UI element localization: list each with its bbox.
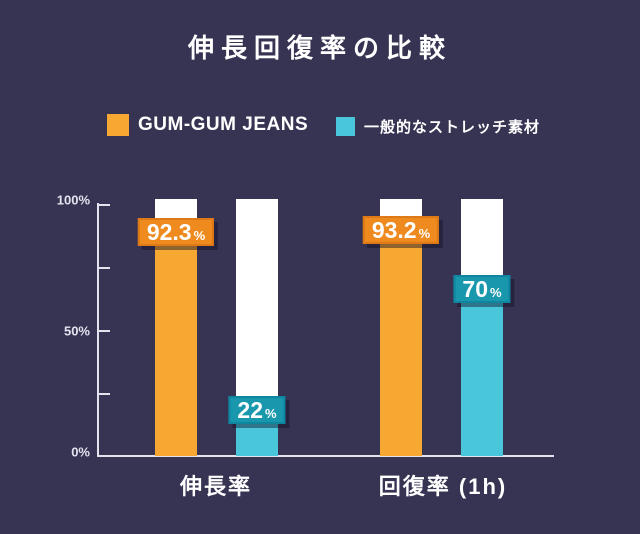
y-axis-tick-75 xyxy=(99,267,110,269)
value-unit: % xyxy=(418,226,431,241)
value-label: 92.3 xyxy=(146,219,192,245)
legend-swatch-orange xyxy=(107,114,129,136)
legend-item-gum-gum-jeans: GUM-GUM JEANS xyxy=(107,114,308,136)
value-badge: 93.2% xyxy=(362,216,440,244)
legend-label-stretch-material: 一般的なストレッチ素材 xyxy=(364,119,541,136)
bar-track-gumgum-elongation: 92.3% xyxy=(137,199,215,456)
value-badge: 22% xyxy=(228,396,286,424)
bar-fill xyxy=(380,221,422,456)
bar-track-stretch-recovery: 70% xyxy=(453,199,511,456)
value-badge: 92.3% xyxy=(137,218,215,246)
chart-title: 伸長回復率の比較 xyxy=(187,33,452,63)
bar-fill xyxy=(155,223,197,456)
value-label: 93.2 xyxy=(371,217,417,243)
value-label: 22 xyxy=(237,397,264,423)
y-axis-tick-100 xyxy=(99,204,110,206)
y-axis-line xyxy=(97,203,99,457)
value-badge: 70% xyxy=(453,275,511,303)
y-axis-tick-25 xyxy=(99,393,110,395)
bar-track-stretch-elongation: 22% xyxy=(228,199,286,456)
bar-fill xyxy=(461,280,503,456)
x-axis-category-recovery: 回復率 (1h) xyxy=(378,474,508,499)
value-label: 70 xyxy=(462,276,489,302)
legend-item-stretch-material: 一般的なストレッチ素材 xyxy=(336,116,540,137)
y-axis-tick-50 xyxy=(99,330,110,332)
x-axis-line xyxy=(97,455,554,457)
legend-label-gum-gum-jeans: GUM-GUM JEANS xyxy=(138,114,309,135)
value-unit: % xyxy=(490,285,502,300)
y-axis-tick-label-50: 50% xyxy=(63,323,90,339)
value-unit: % xyxy=(193,228,206,243)
legend-swatch-cyan xyxy=(336,117,355,136)
y-axis-tick-label-0: 0% xyxy=(71,444,90,460)
value-unit: % xyxy=(265,406,277,421)
bar-track-gumgum-recovery: 93.2% xyxy=(362,199,440,456)
y-axis-tick-label-100: 100% xyxy=(56,192,90,208)
x-axis-category-elongation: 伸長率 xyxy=(179,474,253,499)
